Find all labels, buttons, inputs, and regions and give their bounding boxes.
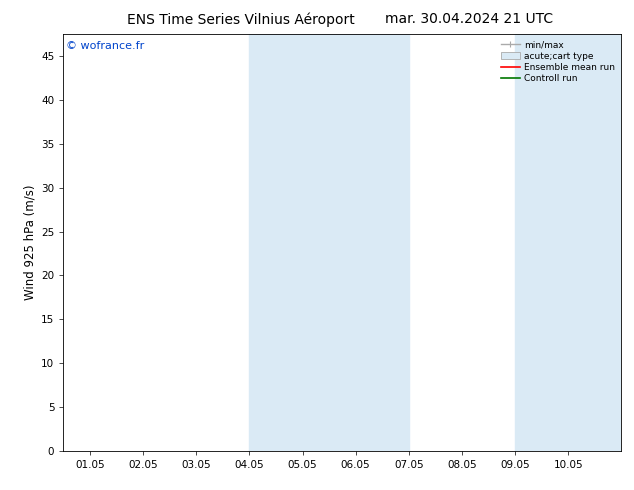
Y-axis label: Wind 925 hPa (m/s): Wind 925 hPa (m/s) xyxy=(24,185,37,300)
Text: mar. 30.04.2024 21 UTC: mar. 30.04.2024 21 UTC xyxy=(385,12,553,26)
Text: © wofrance.fr: © wofrance.fr xyxy=(66,41,145,50)
Bar xyxy=(515,34,621,451)
Bar xyxy=(249,34,409,451)
Text: ENS Time Series Vilnius Aéroport: ENS Time Series Vilnius Aéroport xyxy=(127,12,355,27)
Legend: min/max, acute;cart type, Ensemble mean run, Controll run: min/max, acute;cart type, Ensemble mean … xyxy=(499,39,617,85)
